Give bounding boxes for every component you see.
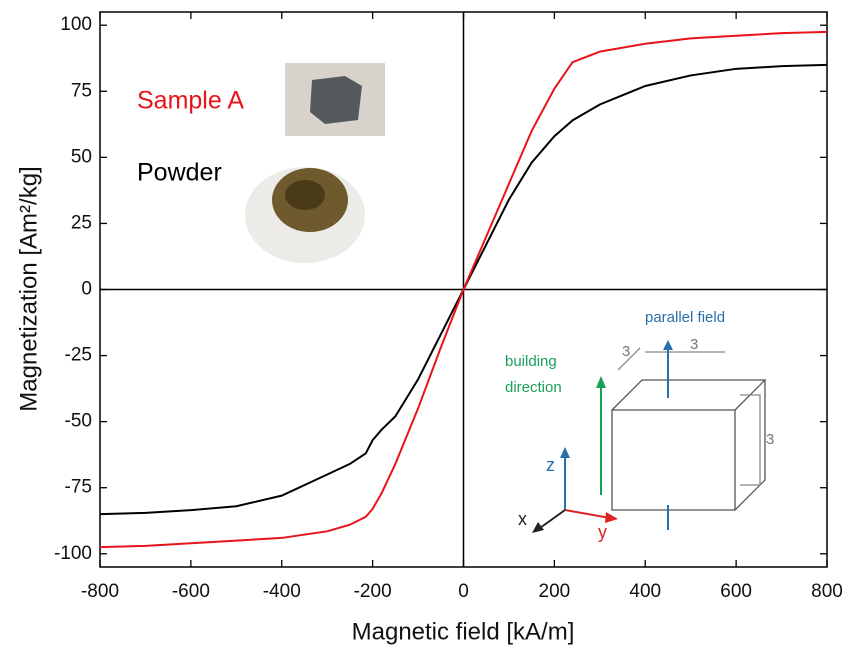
x-tick-label: 600 [720, 581, 752, 602]
field-arrowhead [663, 340, 673, 350]
y-tick-label: -100 [54, 543, 92, 564]
x-axis-title: Magnetic field [kA/m] [352, 618, 575, 645]
cube-front [611, 409, 736, 511]
x-tick-label: -600 [172, 581, 210, 602]
inset-diagram [532, 340, 767, 533]
x-tick-label: -800 [81, 581, 119, 602]
axis-letter: z [546, 455, 555, 475]
x-tick-label: 200 [539, 581, 571, 602]
axis-letter: y [598, 522, 607, 542]
sample-cube [310, 76, 362, 124]
cube-edges [611, 379, 767, 511]
z-head [560, 447, 570, 458]
x-tick-label: -400 [263, 581, 301, 602]
inset-label: building [505, 353, 557, 370]
y-tick-label: -25 [65, 345, 92, 366]
x-head [532, 522, 544, 533]
dimension-label: 3 [766, 431, 774, 448]
inset-label: direction [505, 379, 562, 396]
y-head [605, 512, 618, 523]
powder-core [285, 180, 325, 210]
data-line [99, 30, 828, 549]
y-tick-label: -75 [65, 477, 92, 498]
dimension-lines [617, 347, 761, 486]
axis-letter: x [518, 509, 527, 529]
y-tick-label: 0 [81, 279, 92, 300]
legend-label: Sample A [137, 87, 244, 115]
x-tick-label: 0 [458, 581, 469, 602]
y-tick-label: 50 [71, 146, 92, 167]
y-tick-label: 100 [60, 14, 92, 35]
y-axis-title: Magnetization [Am²/kg] [15, 166, 42, 411]
data-line [99, 63, 828, 516]
y-tick-label: -50 [65, 411, 92, 432]
x-tick-label: 800 [811, 581, 843, 602]
x-axis [539, 509, 566, 529]
build-arrowhead [596, 376, 606, 388]
legend-label: Powder [137, 159, 222, 187]
x-tick-label: -200 [354, 581, 392, 602]
y-axis [564, 509, 611, 519]
inset-label: parallel field [645, 309, 725, 326]
dimension-label: 3 [690, 336, 698, 353]
y-tick-label: 25 [71, 212, 92, 233]
dimension-label: 3 [622, 343, 630, 360]
x-tick-label: 400 [629, 581, 661, 602]
y-tick-label: 75 [71, 80, 92, 101]
